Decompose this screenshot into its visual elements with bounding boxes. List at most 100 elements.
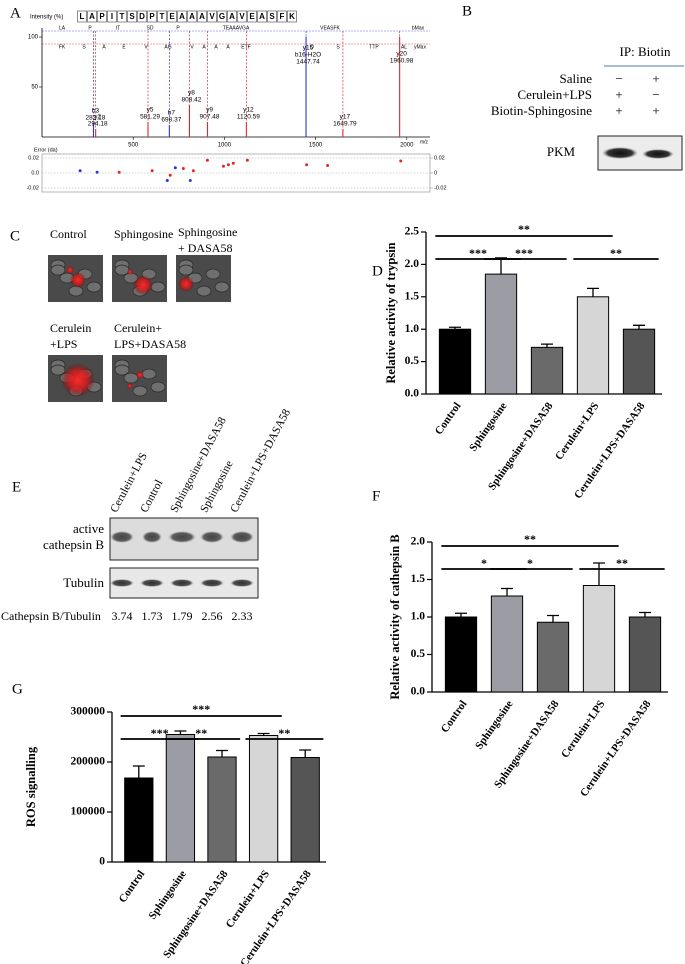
blot-band xyxy=(110,531,134,543)
blot-band xyxy=(110,579,134,587)
sequence-box xyxy=(157,10,167,23)
peak-name: y8 xyxy=(188,90,195,97)
sequence-letter: G xyxy=(219,12,225,21)
sequence-box xyxy=(217,10,227,23)
y-axis-label: ROS signalling xyxy=(24,746,38,827)
error-bar xyxy=(455,612,467,617)
error-bar xyxy=(541,343,553,348)
sequence-box xyxy=(177,10,187,23)
error-point xyxy=(205,158,209,162)
sequence-box xyxy=(237,10,247,23)
x-tick-label: 2000 xyxy=(400,143,414,149)
blot-band xyxy=(200,531,224,543)
sequence-letter: T xyxy=(160,12,165,21)
y-tick-label: 0 xyxy=(99,856,105,868)
cell xyxy=(214,281,230,293)
significance-label: ** xyxy=(195,726,207,740)
error-bar xyxy=(501,587,513,596)
y-tick-label: 0.5 xyxy=(405,355,420,367)
sequence-letter: L xyxy=(80,12,85,21)
sequence-letter: A xyxy=(229,12,235,21)
bar xyxy=(536,621,570,693)
y-ion: AL xyxy=(401,44,407,50)
blot-band xyxy=(170,579,194,587)
error-point xyxy=(326,164,330,167)
sequence-box xyxy=(127,10,137,23)
peak-mz: 907.48 xyxy=(200,114,220,121)
y-tick-label: 0.5 xyxy=(411,648,426,660)
panel-label: B xyxy=(462,3,472,19)
peak-name: y12 xyxy=(243,107,254,114)
lane-label: Cerulein+LPS+DASA58 xyxy=(228,407,293,515)
significance-label: *** xyxy=(469,246,487,260)
bar xyxy=(628,616,662,693)
b-ion: bMax xyxy=(412,25,425,31)
y-tick-label: 2.0 xyxy=(405,258,420,270)
bar xyxy=(582,585,616,693)
error-point xyxy=(95,170,99,174)
y-axis-label: Relative activity of cathepsin B xyxy=(388,534,402,699)
peak-mz: 698.37 xyxy=(161,117,181,124)
error-bar xyxy=(587,287,599,297)
significance-label: * xyxy=(481,556,487,570)
x-tick-label: Cerulein+LPS xyxy=(559,698,607,760)
sequence-letter: P xyxy=(149,12,155,21)
lane-label: Sphingosine+DASA58 xyxy=(168,415,229,515)
condition-label: Biotin-Sphingosine xyxy=(491,103,592,118)
x-tick-label: Cerulein+LPS+DASA58 xyxy=(238,868,314,964)
b-ion: LA xyxy=(59,25,66,31)
blot-band xyxy=(230,579,254,587)
sequence-letter: A xyxy=(199,12,205,21)
condition-mark: − xyxy=(615,71,622,86)
sequence-letter: A xyxy=(259,12,265,21)
ratio-value: 1.73 xyxy=(142,609,163,623)
image-caption: +LPS xyxy=(50,337,77,351)
image-caption: Control xyxy=(50,227,87,241)
fluorescence xyxy=(133,275,153,295)
y-tick-label: 300000 xyxy=(71,706,106,718)
sequence-box xyxy=(117,10,127,23)
condition-mark: − xyxy=(652,87,659,102)
image-caption: + DASA58 xyxy=(178,241,232,255)
sequence-box xyxy=(77,10,87,23)
y-axis-label: Relative activity of trypsin xyxy=(384,242,398,383)
sequence-letter: P xyxy=(99,12,105,21)
lane-label: Control xyxy=(138,478,165,515)
bar xyxy=(576,296,610,395)
error-tick-label-right: 0.02 xyxy=(434,155,445,161)
sequence-box xyxy=(257,10,267,23)
sequence-box xyxy=(137,10,147,23)
bar xyxy=(165,734,196,863)
sequence-letter: S xyxy=(129,12,135,21)
panel-label: D xyxy=(372,263,383,279)
y-tick-label: 0.0 xyxy=(411,686,426,698)
b-ion: P xyxy=(176,25,180,31)
significance-label: * xyxy=(527,556,533,570)
sequence-box xyxy=(107,10,117,23)
b-ion: VEASFK xyxy=(320,25,340,31)
blot-band xyxy=(142,531,162,543)
y-ion: A xyxy=(202,44,206,50)
bar xyxy=(248,735,279,863)
y-ion: V xyxy=(144,44,148,50)
blot-label: cathepsin B xyxy=(43,537,104,552)
peak-mz: 581.29 xyxy=(140,114,160,121)
error-bar xyxy=(132,765,145,778)
y-ion: TTP xyxy=(369,44,379,50)
peak-name: y5 xyxy=(147,107,154,114)
fluorescence xyxy=(127,269,133,275)
sequence-box xyxy=(227,10,237,23)
b-ion: IT xyxy=(116,25,120,31)
peak-name: y9 xyxy=(206,107,213,114)
error-point xyxy=(150,169,154,173)
sequence-box xyxy=(267,10,277,23)
y-ion: S xyxy=(336,44,340,50)
peak-mz: 294.18 xyxy=(88,121,108,128)
x-tick-label: 500 xyxy=(128,143,139,149)
error-bar xyxy=(639,611,651,617)
x-tick-label: 1500 xyxy=(309,143,323,149)
error-point xyxy=(117,170,121,174)
cell xyxy=(150,281,166,293)
error-point xyxy=(188,179,192,182)
x-tick-label: 1000 xyxy=(218,143,232,149)
